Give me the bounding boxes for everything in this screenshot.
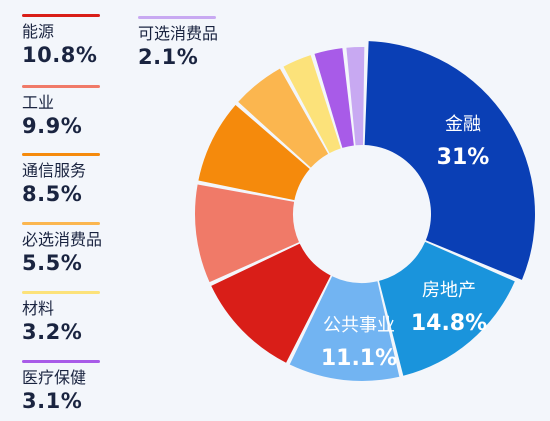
legend-swatch — [22, 360, 100, 363]
legend-item: 医疗保健 3.1% — [22, 360, 100, 414]
slice-4 — [211, 243, 331, 363]
slice-label-name: 公共事业 — [323, 315, 395, 336]
slice-2 — [379, 241, 515, 376]
legend-swatch — [22, 291, 100, 294]
legend-label: 医疗保健 — [22, 368, 87, 387]
legend-label: 可选消费品 — [138, 24, 219, 43]
legend-value: 2.1% — [138, 45, 199, 69]
legend-label: 材料 — [22, 299, 55, 318]
legend-item: 能源 10.8% — [22, 14, 100, 68]
slice-5 — [194, 184, 300, 283]
slice-3 — [289, 276, 400, 381]
legend-label: 通信服务 — [22, 161, 87, 180]
legend-value: 9.9% — [22, 114, 83, 138]
legend-value: 3.1% — [22, 389, 83, 413]
legend-value: 8.5% — [22, 182, 83, 206]
legend-label: 必选消费品 — [22, 230, 103, 249]
slice-8 — [283, 55, 341, 154]
legend-swatch — [138, 16, 216, 19]
slice-10 — [346, 47, 365, 146]
legend-item: 工业 9.9% — [22, 85, 100, 139]
legend-value: 5.5% — [22, 251, 83, 275]
legend-swatch — [22, 85, 100, 88]
slice-label-value: 31% — [437, 145, 490, 170]
legend-label: 工业 — [22, 93, 55, 112]
legend-item: 通信服务 8.5% — [22, 153, 100, 207]
legend-value: 10.8% — [22, 43, 98, 67]
slice-6 — [198, 104, 310, 201]
legend-swatch — [22, 222, 100, 225]
slice-label-value: 11.1% — [321, 346, 397, 371]
slice-label-name: 金融 — [445, 114, 481, 135]
legend-item: 必选消费品 5.5% — [22, 222, 102, 276]
legend-item: 材料 3.2% — [22, 291, 100, 345]
slice-9 — [314, 48, 354, 148]
legend-label: 能源 — [22, 22, 55, 41]
slice-1 — [364, 41, 535, 280]
legend-item: 可选消费品 2.1% — [138, 16, 218, 70]
slice-label-value: 14.8% — [411, 311, 487, 336]
legend-swatch — [22, 14, 100, 17]
slice-label-name: 房地产 — [422, 280, 476, 301]
slice-7 — [238, 68, 329, 168]
legend-value: 3.2% — [22, 320, 83, 344]
legend-swatch — [22, 153, 100, 156]
